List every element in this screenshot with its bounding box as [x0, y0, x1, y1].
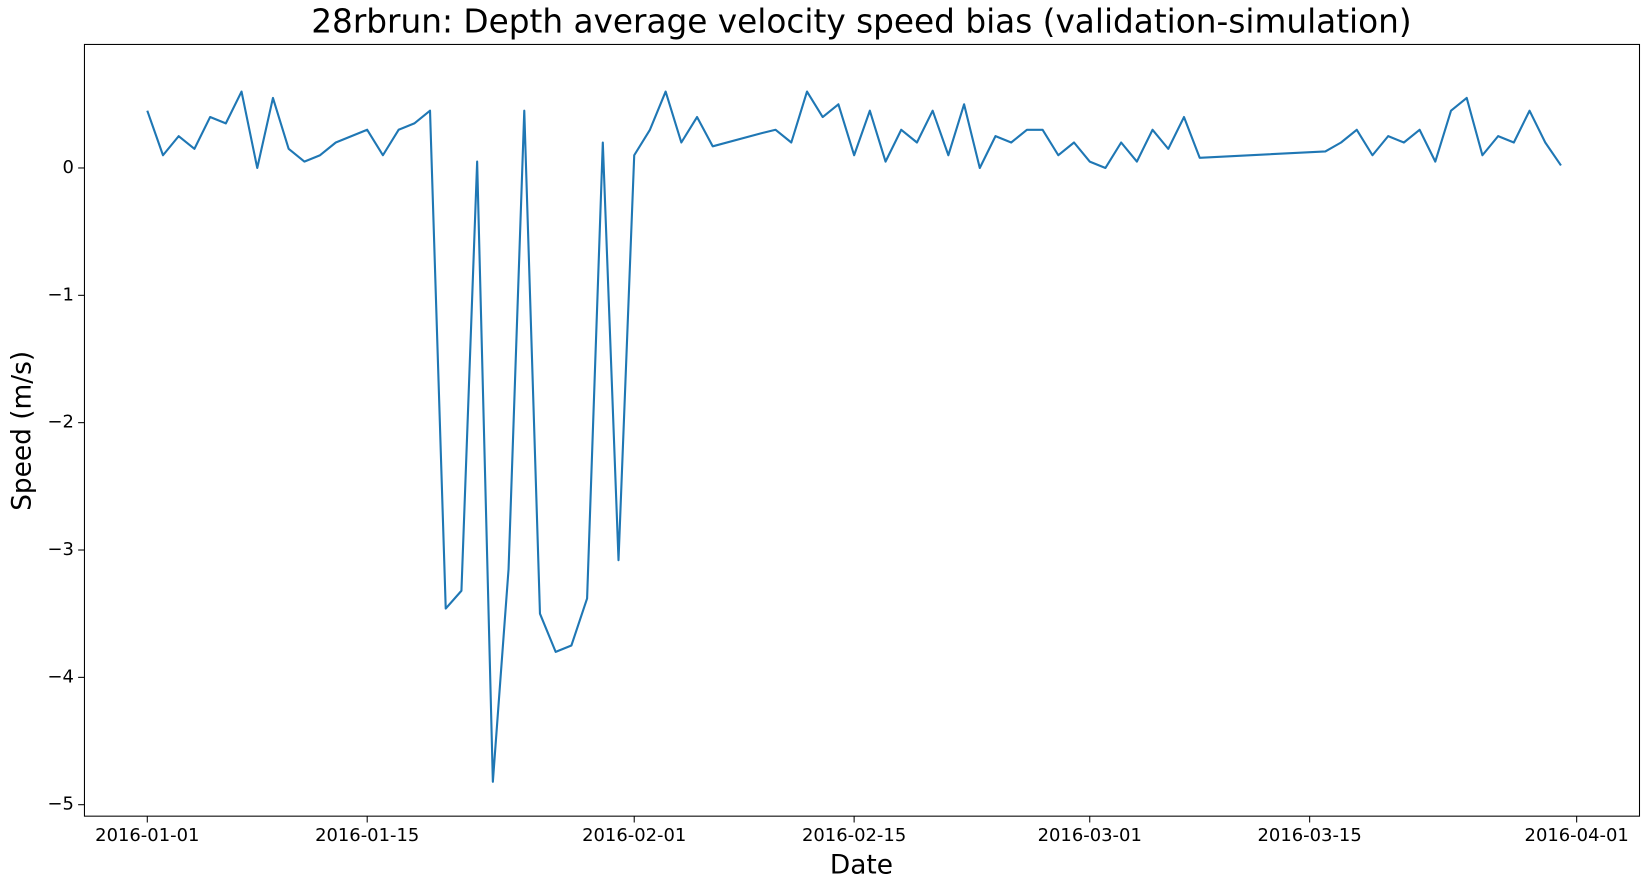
x-axis-label: Date	[830, 850, 893, 880]
y-tick-label: 0	[62, 157, 73, 178]
plot-frame	[83, 43, 1641, 817]
x-tick-label: 2016-03-01	[1038, 825, 1142, 846]
x-tick-label: 2016-02-15	[802, 825, 906, 846]
x-tick-label: 2016-01-15	[315, 825, 419, 846]
y-tick-label: −3	[47, 539, 73, 560]
data-line	[146, 90, 1562, 783]
y-tick-label: −5	[47, 794, 73, 815]
y-tick-label: −1	[47, 284, 73, 305]
y-tick-label: −2	[47, 412, 73, 433]
x-tick-label: 2016-01-01	[95, 825, 199, 846]
x-tick-label: 2016-03-15	[1258, 825, 1362, 846]
y-axis-label: Speed (m/s)	[8, 351, 38, 511]
x-tick-label: 2016-04-01	[1525, 825, 1629, 846]
y-tick-label: −4	[47, 666, 73, 687]
x-tick-label: 2016-02-01	[582, 825, 686, 846]
chart-title: 28rbrun: Depth average velocity speed bi…	[311, 2, 1411, 40]
